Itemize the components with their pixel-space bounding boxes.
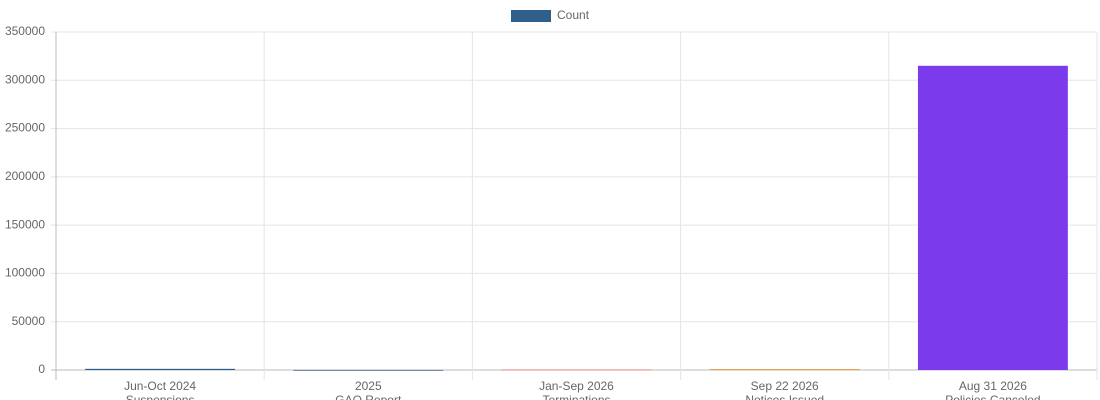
y-tick-label: 0 — [38, 362, 45, 376]
x-tick-label: Notices Issued — [745, 393, 824, 400]
y-tick-label: 50000 — [12, 314, 46, 328]
x-tick-label: Jun-Oct 2024 — [124, 379, 196, 393]
x-tick-label: Terminations — [542, 393, 610, 400]
x-tick-label: 2025 — [355, 379, 382, 393]
x-tick-label: Aug 31 2026 — [959, 379, 1027, 393]
y-tick-label: 350000 — [5, 24, 45, 38]
x-tick-label: Suspensions — [126, 393, 195, 400]
x-tick-label: GAO Report — [335, 393, 402, 400]
y-tick-label: 300000 — [5, 72, 45, 86]
bar — [709, 369, 860, 371]
bar — [293, 369, 444, 371]
y-tick-label: 200000 — [5, 169, 45, 183]
x-tick-label: Sep 22 2026 — [751, 379, 819, 393]
y-tick-label: 100000 — [5, 266, 45, 280]
x-tick-label: Jan-Sep 2026 — [539, 379, 614, 393]
bar — [501, 369, 652, 371]
legend-swatch — [511, 10, 551, 22]
x-tick-label: Policies Canceled — [945, 393, 1040, 400]
legend-label: Count — [557, 8, 590, 22]
bar — [85, 368, 236, 370]
y-tick-label: 250000 — [5, 121, 45, 135]
y-tick-label: 150000 — [5, 217, 45, 231]
bar — [917, 65, 1068, 371]
